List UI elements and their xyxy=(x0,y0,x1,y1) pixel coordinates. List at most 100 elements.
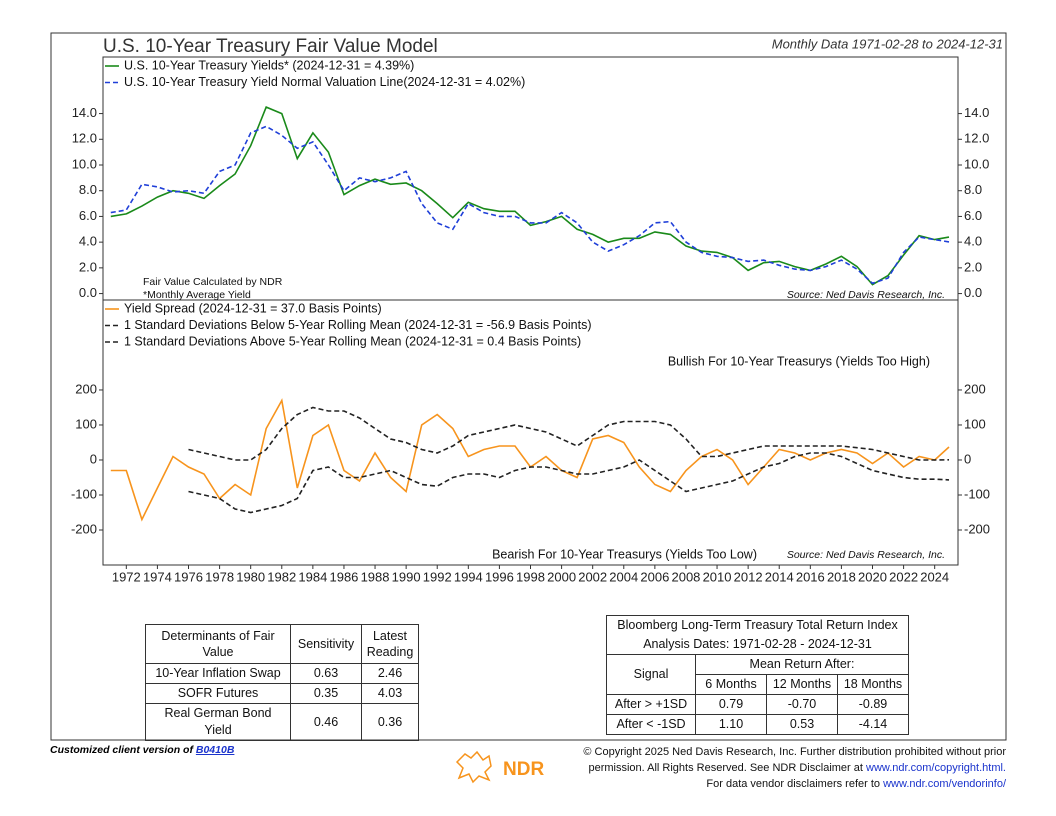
y-tick-label-right: 4.0 xyxy=(964,234,982,249)
y-tick-label-right: 8.0 xyxy=(964,182,982,197)
copyright-link[interactable]: www.ndr.com/copyright.html. xyxy=(866,762,1006,774)
x-tick-label: 2012 xyxy=(734,569,763,584)
table-cell: Determinants of Fair Value xyxy=(145,624,291,664)
y-tick-label: 200 xyxy=(75,381,97,396)
copyright-line: permission. All Rights Reserved. See NDR… xyxy=(583,760,1006,776)
outer-frame xyxy=(50,32,1007,741)
table-cell: Analysis Dates: 1971-02-28 - 2024-12-31 xyxy=(606,635,909,655)
x-tick-label: 2022 xyxy=(889,569,918,584)
x-tick-label: 2006 xyxy=(640,569,669,584)
vendor-text: For data vendor disclaimers refer to xyxy=(706,778,881,790)
x-tick-label: 2004 xyxy=(609,569,638,584)
y-tick-label: -200 xyxy=(71,521,97,536)
annotation: Bearish For 10-Year Treasurys (Yields To… xyxy=(492,547,757,561)
x-tick-label: 1990 xyxy=(392,569,421,584)
table-cell: SOFR Futures xyxy=(145,683,291,704)
table-row: Determinants of Fair Value Sensitivity Lat… xyxy=(145,624,419,664)
y-tick-label-right: 14.0 xyxy=(964,105,989,120)
y-tick-label: 10.0 xyxy=(72,156,97,171)
copyright: © Copyright 2025 Ned Davis Research, Inc… xyxy=(583,744,1006,792)
table-cell: -0.70 xyxy=(766,694,838,715)
x-tick-label: 1980 xyxy=(236,569,265,584)
chart-title: U.S. 10-Year Treasury Fair Value Model xyxy=(103,36,438,57)
x-tick-label: 1992 xyxy=(423,569,452,584)
x-tick-label: 2024 xyxy=(920,569,949,584)
y-tick-label-right: -100 xyxy=(964,486,990,501)
table-cell: 4.03 xyxy=(361,683,419,704)
logo-icon xyxy=(455,750,492,784)
x-tick-label: 2010 xyxy=(703,569,732,584)
table-cell: After > +1SD xyxy=(606,694,696,715)
y-tick-label: 0 xyxy=(90,451,97,466)
annotation: Bullish For 10-Year Treasurys (Yields To… xyxy=(668,354,930,368)
x-tick-label: 2002 xyxy=(578,569,607,584)
table-cell: -4.14 xyxy=(837,714,909,735)
y-tick-label: 100 xyxy=(75,416,97,431)
y-tick-label: 14.0 xyxy=(72,105,97,120)
x-tick-label: 2000 xyxy=(547,569,576,584)
y-tick-label: 2.0 xyxy=(79,259,97,274)
table-row: After > +1SD 0.79 -0.70 -0.89 xyxy=(606,694,909,715)
x-tick-label: 1996 xyxy=(485,569,514,584)
client-note: Customized client version of B0410B xyxy=(50,744,234,756)
panel-frame xyxy=(102,56,959,301)
table-cell: Mean Return After: xyxy=(695,654,909,675)
series-line xyxy=(188,452,950,514)
table-row: Real German Bond Yield 0.46 0.36 xyxy=(145,703,419,741)
chart-subtitle: Monthly Data 1971-02-28 to 2024-12-31 xyxy=(772,36,1003,51)
table-row: Bloomberg Long-Term Treasury Total Retur… xyxy=(606,615,909,635)
legend-label: 1 Standard Deviations Above 5-Year Rolli… xyxy=(124,334,581,348)
y-tick-label: 6.0 xyxy=(79,208,97,223)
x-tick-label: 2014 xyxy=(765,569,794,584)
code-link[interactable]: B0410B xyxy=(195,744,235,756)
table-cell: Sensitivity xyxy=(290,624,362,664)
vendor-link[interactable]: www.ndr.com/vendorinfo/ xyxy=(883,778,1006,790)
note: Fair Value Calculated by NDR xyxy=(143,276,283,288)
y-tick-label-right: 100 xyxy=(964,416,986,431)
x-tick-label: 1984 xyxy=(298,569,327,584)
table-cell: Signal xyxy=(606,654,696,695)
table-cell: Bloomberg Long-Term Treasury Total Retur… xyxy=(606,615,909,635)
legend-label: U.S. 10-Year Treasury Yield Normal Valua… xyxy=(124,75,525,89)
table-row: After < -1SD 1.10 0.53 -4.14 xyxy=(606,714,909,735)
table-cell: 0.46 xyxy=(290,703,362,741)
copyright-text: permission. All Rights Reserved. See NDR… xyxy=(588,762,863,774)
table-cell: 0.63 xyxy=(290,663,362,684)
table-cell: 0.79 xyxy=(695,694,767,715)
x-tick-label: 2008 xyxy=(671,569,700,584)
source: Source: Ned Davis Research, Inc. xyxy=(787,549,945,561)
table-cell: 6 Months xyxy=(695,674,767,695)
x-tick-label: 1982 xyxy=(267,569,296,584)
table-cell: After < -1SD xyxy=(606,714,696,735)
note: *Monthly Average Yield xyxy=(143,289,251,301)
table-cell: 10-Year Inflation Swap xyxy=(145,663,291,684)
logo-text: NDR xyxy=(503,759,544,780)
table-cell: Real German Bond Yield xyxy=(145,703,291,741)
y-tick-label: 12.0 xyxy=(72,131,97,146)
series-line xyxy=(110,125,950,285)
copyright-line: For data vendor disclaimers refer to www… xyxy=(583,776,1006,792)
series-line xyxy=(188,406,950,461)
table-cell: 2.46 xyxy=(361,663,419,684)
x-tick-label: 1976 xyxy=(174,569,203,584)
x-tick-label: 2016 xyxy=(796,569,825,584)
x-tick-label: 1978 xyxy=(205,569,234,584)
table-cell: 18 Months xyxy=(837,674,909,695)
x-tick-label: 2020 xyxy=(858,569,887,584)
series-line xyxy=(110,106,950,286)
table-row: 6 Months 12 Months 18 Months xyxy=(607,674,909,695)
y-tick-label: -100 xyxy=(71,486,97,501)
legend-label: U.S. 10-Year Treasury Yields* (2024-12-3… xyxy=(124,58,414,72)
legend-label: Yield Spread (2024-12-31 = 37.0 Basis Po… xyxy=(124,301,382,315)
table-row: Analysis Dates: 1971-02-28 - 2024-12-31 xyxy=(606,635,909,655)
x-tick-label: 1974 xyxy=(143,569,172,584)
table-cell: 0.35 xyxy=(290,683,362,704)
y-tick-label: 4.0 xyxy=(79,234,97,249)
table-row: Signal Mean Return After: xyxy=(606,654,909,695)
table-cell: 1.10 xyxy=(695,714,767,735)
y-tick-label-right: 6.0 xyxy=(964,208,982,223)
y-tick-label-right: 2.0 xyxy=(964,259,982,274)
y-tick-label-right: 0.0 xyxy=(964,285,982,300)
